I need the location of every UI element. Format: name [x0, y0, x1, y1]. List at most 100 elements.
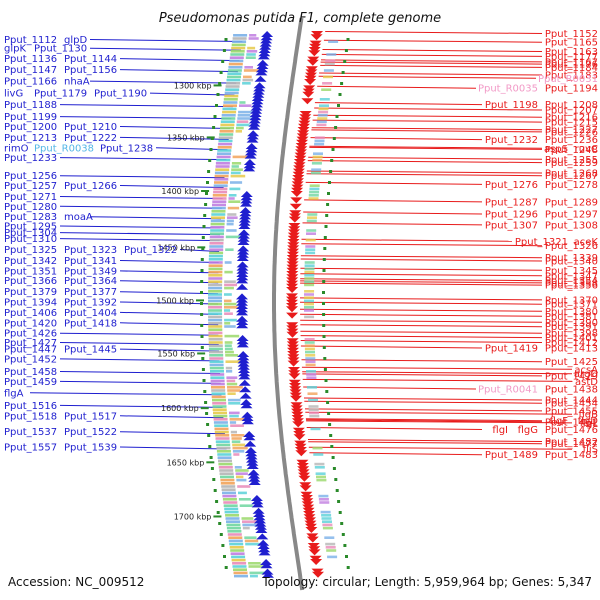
cog-band-mark — [224, 312, 233, 315]
tick-dot — [218, 522, 222, 525]
left-gene-label: Pput_1364 — [64, 276, 117, 287]
cog-band-mark — [211, 216, 225, 219]
cog-band-mark — [231, 165, 239, 168]
reverse-gene-arrow — [286, 338, 299, 345]
tick-dot — [200, 258, 204, 261]
reverse-gene-arrow — [309, 43, 322, 50]
cog-band-mark — [238, 110, 254, 114]
reverse-band-mark — [304, 261, 315, 264]
right-gene-label: Pput_1356 — [545, 281, 598, 292]
reverse-gene-arrow — [286, 280, 299, 287]
left-gene-label: Pput_1257 — [4, 181, 57, 192]
right-leader-line — [299, 297, 543, 301]
cog-band-mark — [228, 197, 235, 200]
reverse-gene-arrow — [295, 143, 308, 149]
cog-band-mark — [242, 526, 250, 530]
right-gene-label: Pput_1358 — [545, 278, 598, 289]
left-leader-line — [119, 126, 231, 129]
cog-band-mark — [215, 165, 230, 168]
cog-band-mark — [228, 398, 241, 402]
right-gene-label: Pput_1339 — [545, 253, 598, 264]
right-gene-label: Pput_1287 — [485, 197, 538, 208]
forward-gene-arrow — [261, 568, 274, 575]
forward-gene-arrow — [238, 219, 251, 226]
cog-band-mark — [212, 398, 226, 402]
tick-dot — [338, 93, 342, 96]
left-leader-line — [119, 185, 224, 188]
cog-band-mark — [224, 309, 231, 312]
reverse-band-mark — [309, 414, 320, 418]
left-gene-label: Pput_1147 — [4, 65, 57, 76]
right-leader-line — [302, 378, 573, 382]
left-leader-line — [59, 404, 223, 408]
reverse-gene-arrow — [294, 440, 307, 447]
reverse-gene-arrow — [286, 264, 299, 271]
reverse-gene-arrow — [286, 283, 299, 290]
reverse-gene-arrow — [290, 402, 303, 409]
reverse-gene-arrow — [297, 127, 310, 133]
cog-band-mark — [222, 491, 236, 495]
scale-tick-label: 1400 kbp — [161, 187, 199, 196]
cog-band-mark — [243, 75, 252, 79]
cog-band-mark — [209, 248, 224, 251]
left-leader-line — [59, 238, 220, 242]
tick-dot — [215, 104, 218, 107]
cog-band-mark — [211, 206, 226, 210]
cog-band-mark — [209, 354, 224, 357]
cog-band-mark — [230, 549, 245, 552]
left-leader-line — [59, 371, 221, 374]
right-leader-line — [309, 146, 543, 150]
tick-dot — [202, 379, 206, 382]
left-gene-label: Pput_1112 — [4, 35, 57, 46]
left-gene-label: Pput_1325 — [4, 245, 57, 256]
tick-dot — [329, 434, 333, 437]
reverse-gene-arrow — [303, 514, 316, 521]
tick-dot — [329, 170, 333, 173]
cog-band-mark — [218, 462, 233, 466]
tick-dot — [330, 159, 334, 162]
right-leader-line — [301, 243, 543, 247]
reverse-band-mark — [305, 238, 316, 242]
left-leader-line — [59, 196, 223, 199]
tick-dot — [331, 456, 335, 459]
left-gene-label: Pput_1238 — [100, 143, 153, 154]
right-gene-label: Pput_1371 — [545, 300, 598, 311]
left-leader-lines — [29, 39, 243, 450]
cog-band-mark — [211, 392, 226, 395]
cog-band-mark — [249, 34, 257, 37]
cog-band-mark — [239, 101, 246, 104]
reverse-gene-arrow — [295, 450, 308, 457]
cog-band-mark — [215, 440, 230, 443]
right-gene-label: Pput_1429 — [545, 371, 598, 382]
tick-dot — [206, 181, 209, 184]
cog-band-mark — [218, 139, 233, 143]
forward-gene-arrow — [255, 69, 268, 76]
tick-dot — [208, 159, 212, 162]
cog-band-mark — [237, 117, 253, 120]
cog-band-mark — [228, 200, 241, 203]
right-gene-label: Pput_1321 — [515, 237, 568, 248]
left-leader-line — [119, 431, 225, 435]
right-leader-line — [300, 319, 543, 323]
reverse-gene-arrow — [293, 431, 306, 437]
right-leader-line — [308, 446, 573, 450]
left-leader-line — [119, 136, 229, 140]
right-leader-line — [325, 31, 543, 34]
tick-dot — [322, 280, 326, 283]
tick-dot — [200, 313, 204, 316]
forward-gene-arrow — [245, 149, 257, 156]
reverse-gene-arrow — [291, 418, 304, 425]
reverse-gene-arrow — [298, 472, 310, 479]
cog-band-mark — [232, 155, 248, 159]
right-leader-line — [307, 160, 543, 164]
reverse-band-mark — [304, 277, 315, 280]
cog-band-mark — [208, 344, 223, 347]
cog-band-mark — [217, 456, 232, 459]
right-leader-line — [304, 199, 483, 203]
tick-dot — [224, 566, 228, 569]
forward-gene-arrow — [236, 296, 248, 303]
cog-band-mark — [208, 322, 223, 325]
cog-band-mark — [208, 277, 223, 280]
cog-band-mark — [227, 392, 236, 395]
cog-band-mark — [212, 402, 227, 405]
